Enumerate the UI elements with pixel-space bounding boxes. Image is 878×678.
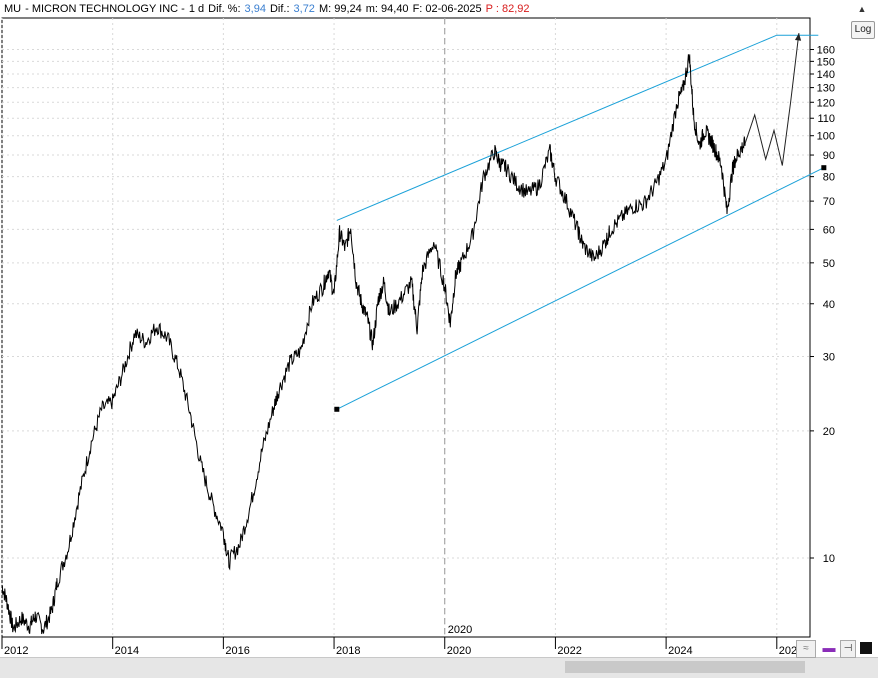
- company-name: - MICRON TECHNOLOGY INC -: [25, 3, 185, 15]
- y-tick-label: 10: [823, 553, 835, 565]
- diff-pct-label: Dif. %:: [208, 3, 241, 15]
- y-tick-label: 150: [817, 56, 835, 68]
- projection-arrowhead-icon: [794, 33, 802, 41]
- symbol-label: MU: [4, 3, 22, 15]
- y-tick-label: 120: [817, 97, 835, 109]
- y-tick-label: 70: [823, 196, 835, 208]
- wave-icon[interactable]: ≈: [796, 640, 816, 658]
- channel-upper-line: [336, 34, 777, 221]
- price-series-line: [1, 54, 746, 635]
- save-icon[interactable]: ▬: [822, 640, 836, 655]
- chart-header: MU - MICRON TECHNOLOGY INC -1 d Dif. %: 3,9…: [0, 0, 814, 18]
- y-tick-label: 80: [823, 172, 835, 184]
- diff-pct-value: 3,94: [244, 3, 266, 15]
- y-tick-label: 20: [823, 426, 835, 438]
- y-tick-label: 140: [817, 69, 835, 81]
- channel-anchor-square: [821, 165, 827, 171]
- x-tick-label: 2022: [557, 645, 581, 657]
- channel-lower-line: [336, 167, 825, 410]
- x-tick-label: 2024: [668, 645, 692, 657]
- cursor-label: 2020: [448, 624, 472, 636]
- y-tick-label: 160: [817, 45, 835, 57]
- log-scale-button[interactable]: Log: [851, 21, 875, 39]
- color-square-icon[interactable]: [860, 642, 872, 654]
- diff-label: Dif.:: [269, 3, 290, 15]
- y-tick-label: 60: [823, 224, 835, 236]
- projection-line: [744, 33, 800, 166]
- y-tick-label: 130: [817, 83, 835, 95]
- x-tick-label: 2018: [336, 645, 360, 657]
- x-tick-label: 2014: [115, 645, 139, 657]
- x-tick-label: 2020: [447, 645, 471, 657]
- y-tick-label: 30: [823, 352, 835, 364]
- x-tick-label: 2016: [225, 645, 249, 657]
- date-label: F: 02-06-2025: [412, 3, 482, 15]
- high-label: M: 99,24: [318, 3, 362, 15]
- y-tick-label: 50: [823, 258, 835, 270]
- plot-frame: [1, 17, 811, 638]
- y-tick-label: 40: [823, 299, 835, 311]
- price-label: P : 82,92: [485, 3, 530, 15]
- low-label: m: 94,40: [365, 3, 409, 15]
- y-tick-label: 100: [817, 131, 835, 143]
- y-tick-label: 110: [817, 113, 835, 125]
- interval-label[interactable]: 1 d: [188, 3, 205, 15]
- diff-value: 3,72: [293, 3, 315, 15]
- horizontal-scrollbar[interactable]: [565, 661, 805, 673]
- channel-anchor-square: [334, 406, 340, 412]
- x-tick-label: 2012: [4, 645, 28, 657]
- y-tick-label: 90: [823, 150, 835, 162]
- pin-icon[interactable]: ⊣: [840, 640, 856, 658]
- scroll-up-arrow-icon[interactable]: ▲: [857, 4, 867, 14]
